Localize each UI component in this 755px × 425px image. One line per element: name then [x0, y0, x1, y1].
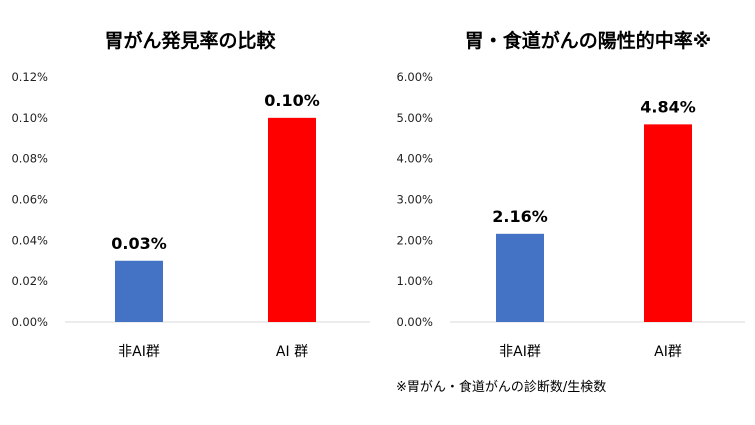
rate-data-label: 0.10% — [264, 91, 320, 110]
rate-y-tick-label: 0.10% — [11, 111, 48, 125]
rate-bar-non-ai — [115, 260, 163, 322]
footnote: ※胃がん・食道がんの診断数/生検数 — [396, 379, 606, 395]
ppv-data-label: 2.16% — [492, 207, 548, 226]
ppv-category-label: AI群 — [654, 344, 682, 360]
ppv-y-tick-label: 2.00% — [396, 233, 433, 247]
ppv-y-tick-label: 1.00% — [396, 274, 433, 288]
detection-rate-chart: 胃がん発見率の比較 0.00% 0.02% 0.04% 0.06% 0.08% 0.10% 0… — [11, 29, 370, 360]
rate-y-tick-label: 0.06% — [11, 193, 48, 207]
rate-category-label: 非AI群 — [118, 344, 160, 360]
ppv-y-tick-label: 0.00% — [396, 315, 433, 329]
rate-y-tick-label: 0.08% — [11, 152, 48, 166]
ppv-category-label: 非AI群 — [499, 344, 541, 360]
ppv-chart-title: 胃・食道がんの陽性的中率※ — [465, 29, 711, 52]
ppv-y-tick-label: 5.00% — [396, 111, 433, 125]
ppv-data-label: 4.84% — [640, 97, 696, 116]
rate-y-tick-label: 0.02% — [11, 274, 48, 288]
rate-bar-ai — [268, 117, 316, 322]
ppv-y-tick-label: 6.00% — [396, 70, 433, 84]
ppv-bar-non-ai — [496, 233, 544, 322]
ppv-y-tick-label: 4.00% — [396, 152, 433, 166]
rate-y-tick-label: 0.04% — [11, 233, 48, 247]
ppv-bar-ai — [644, 124, 692, 322]
rate-data-label: 0.03% — [111, 234, 167, 253]
ppv-chart: 胃・食道がんの陽性的中率※ 0.00% 1.00% 2.00% 3.00% 4.00% 5.… — [396, 29, 745, 395]
ppv-y-tick-label: 3.00% — [396, 193, 433, 207]
rate-y-tick-label: 0.00% — [11, 315, 48, 329]
rate-category-label: AI 群 — [276, 344, 308, 360]
rate-y-tick-label: 0.12% — [11, 70, 48, 84]
rate-chart-title: 胃がん発見率の比較 — [104, 29, 276, 52]
